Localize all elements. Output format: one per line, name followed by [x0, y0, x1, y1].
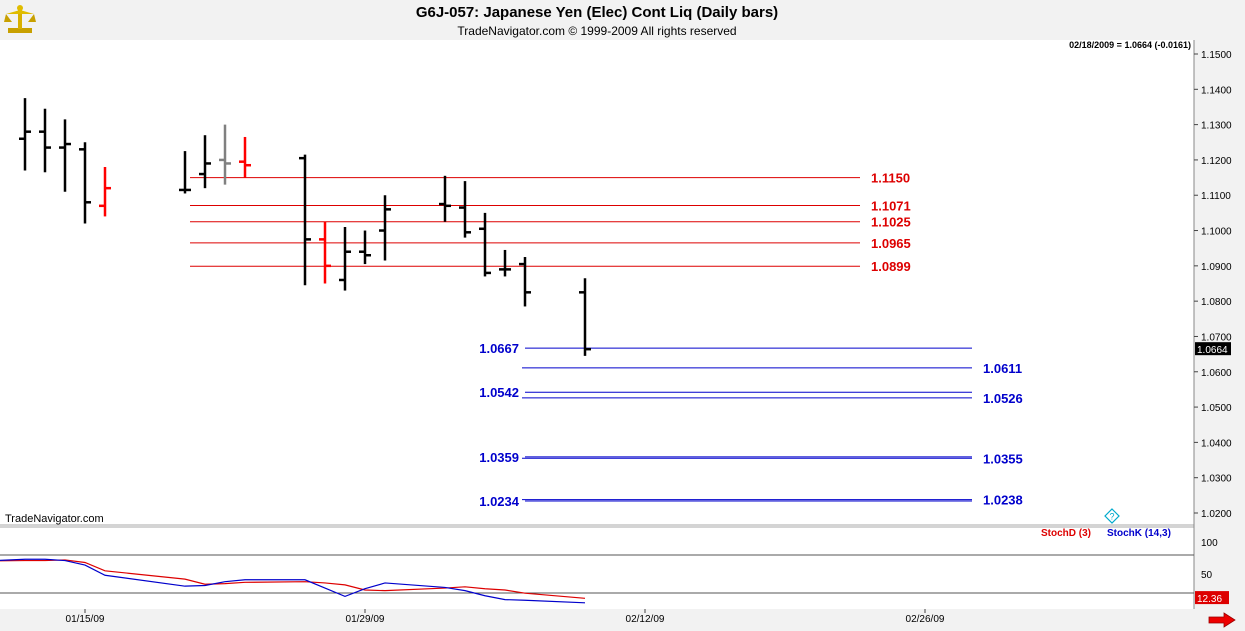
- logo-icon: [4, 5, 36, 33]
- support-level-label: 1.0355: [983, 451, 1023, 466]
- svg-text:?: ?: [1109, 512, 1114, 522]
- watermark: TradeNavigator.com: [5, 513, 104, 525]
- stochd-line: [0, 559, 586, 599]
- support-level-label: 1.0542: [479, 385, 519, 400]
- support-level-label: 1.0611: [983, 361, 1022, 376]
- price-tick-label: 1.0600: [1201, 368, 1232, 379]
- title-bar: [0, 0, 1245, 40]
- price-tick-label: 1.1000: [1201, 227, 1232, 238]
- stoch-last-value-label: 12.36: [1197, 594, 1222, 605]
- date-tick-label: 01/15/09: [66, 614, 105, 625]
- support-level-label: 1.0667: [479, 341, 519, 356]
- date-tick-label: 02/26/09: [906, 614, 945, 625]
- support-level-label: 1.0526: [983, 391, 1023, 406]
- price-tick-label: 1.0500: [1201, 403, 1232, 414]
- price-tick-label: 1.0700: [1201, 332, 1232, 343]
- price-tick-label: 1.1400: [1201, 85, 1232, 96]
- price-tick-label: 1.1200: [1201, 156, 1232, 167]
- resistance-level-label: 1.1025: [871, 215, 911, 230]
- scroll-right-arrow-icon[interactable]: [1208, 612, 1236, 628]
- legend-stochk[interactable]: StochK (14,3): [1107, 528, 1171, 539]
- date-tick-label: 02/12/09: [626, 614, 665, 625]
- price-tick-label: 1.1300: [1201, 121, 1232, 132]
- price-tick-label: 1.0400: [1201, 438, 1232, 449]
- stoch-tick-label: 50: [1201, 570, 1213, 581]
- last-price-tag-label: 1.0664: [1197, 345, 1228, 356]
- stoch-tick-label: 100: [1201, 538, 1218, 549]
- chart-title: G6J-057: Japanese Yen (Elec) Cont Liq (D…: [415, 4, 779, 21]
- help-icon[interactable]: ?: [1104, 508, 1120, 524]
- support-level-label: 1.0359: [479, 450, 519, 465]
- resistance-level-label: 1.1071: [871, 198, 911, 213]
- resistance-level-label: 1.0899: [871, 259, 911, 274]
- resistance-level-label: 1.0965: [871, 236, 911, 251]
- price-axis-panel: [1194, 40, 1245, 609]
- date-axis-panel: [0, 609, 1245, 631]
- price-tick-label: 1.0900: [1201, 262, 1232, 273]
- support-level-label: 1.0234: [479, 494, 520, 509]
- last-bar-readout: 02/18/2009 = 1.0664 (-0.0161): [1069, 40, 1191, 50]
- legend-stochd: StochD (3): [1041, 528, 1091, 539]
- price-tick-label: 1.0300: [1201, 474, 1232, 485]
- stochk-line: [0, 558, 586, 604]
- chart-subtitle: TradeNavigator.com © 1999-2009 All right…: [457, 24, 737, 38]
- support-level-label: 1.0238: [983, 493, 1023, 508]
- last-price-tag: [1195, 342, 1231, 356]
- date-tick-label: 01/29/09: [346, 614, 385, 625]
- price-tick-label: 1.0200: [1201, 509, 1232, 520]
- stoch-last-value-tag: [1195, 591, 1229, 605]
- price-tick-label: 1.1100: [1201, 191, 1231, 202]
- price-tick-label: 1.1500: [1201, 50, 1232, 61]
- resistance-level-label: 1.1150: [871, 171, 910, 186]
- price-tick-label: 1.0800: [1201, 297, 1232, 308]
